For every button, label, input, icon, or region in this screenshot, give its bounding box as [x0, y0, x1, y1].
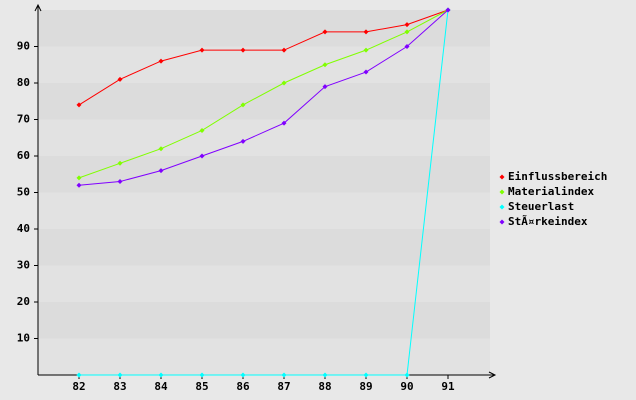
legend-marker — [499, 189, 505, 195]
grid-band — [38, 119, 490, 156]
x-tick-label: 86 — [236, 380, 250, 393]
x-tick-label: 89 — [359, 380, 372, 393]
data-point — [281, 120, 287, 126]
y-tick-label: 30 — [17, 259, 30, 272]
data-point — [199, 47, 205, 53]
series-line — [78, 9, 449, 106]
x-tick-label: 90 — [400, 380, 413, 393]
y-tick-label: 20 — [17, 295, 30, 308]
legend-label: Einflussbereich — [508, 170, 607, 183]
data-point — [363, 372, 369, 378]
x-tick-label: 82 — [72, 380, 85, 393]
y-tick-label: 90 — [17, 40, 30, 53]
grid-band — [38, 229, 490, 266]
data-point — [322, 84, 328, 90]
data-point — [322, 62, 328, 68]
x-tick-label: 88 — [318, 380, 331, 393]
y-tick-label: 10 — [17, 332, 30, 345]
legend-label: Steuerlast — [508, 200, 574, 213]
y-tick-label: 60 — [17, 149, 30, 162]
data-point — [199, 153, 205, 159]
data-point — [117, 160, 123, 166]
data-point — [76, 102, 82, 108]
data-point — [404, 22, 410, 28]
data-point — [158, 168, 164, 174]
data-point — [404, 372, 410, 378]
x-tick-label: 85 — [195, 380, 208, 393]
data-point — [158, 372, 164, 378]
y-tick-label: 50 — [17, 186, 30, 199]
data-point — [322, 29, 328, 35]
data-point — [76, 175, 82, 181]
grid-band — [38, 156, 490, 193]
data-point — [117, 372, 123, 378]
x-tick-label: 91 — [441, 380, 455, 393]
series-line — [78, 9, 449, 179]
data-point — [363, 47, 369, 53]
legend-label: Materialindex — [508, 185, 594, 198]
data-point — [199, 372, 205, 378]
grid-band — [38, 192, 490, 229]
data-point — [363, 29, 369, 35]
series-line — [79, 9, 449, 376]
y-tick-label: 80 — [17, 76, 30, 89]
data-point — [158, 58, 164, 64]
data-point — [158, 146, 164, 152]
legend-marker — [499, 219, 505, 225]
data-point — [76, 372, 82, 378]
data-point — [445, 7, 451, 13]
x-tick-label: 83 — [113, 380, 126, 393]
data-point — [281, 372, 287, 378]
data-point — [117, 179, 123, 185]
legend-marker — [499, 204, 505, 210]
data-point — [240, 138, 246, 144]
series-line — [78, 9, 449, 186]
data-point — [281, 80, 287, 86]
data-point — [240, 47, 246, 53]
grid-band — [38, 265, 490, 302]
data-point — [117, 76, 123, 82]
y-tick-label: 70 — [17, 113, 30, 126]
grid-band — [38, 302, 490, 339]
grid-band — [38, 338, 490, 375]
legend-marker — [499, 174, 505, 180]
data-point — [404, 44, 410, 49]
data-point — [76, 182, 82, 188]
x-tick-label: 84 — [154, 380, 168, 393]
y-axis-arrow — [34, 3, 42, 12]
data-point — [404, 29, 410, 35]
data-point — [240, 372, 246, 378]
x-tick-label: 87 — [277, 380, 290, 393]
y-tick-label: 40 — [17, 222, 30, 235]
data-point — [240, 102, 246, 108]
grid-band — [38, 46, 490, 83]
grid-band — [38, 83, 490, 120]
data-point — [363, 69, 369, 75]
data-point — [199, 127, 205, 133]
grid-band — [38, 10, 490, 47]
x-axis-arrow — [488, 371, 497, 379]
legend-label: StÃ¤rkeindex — [508, 215, 588, 228]
data-point — [281, 47, 287, 53]
data-point — [322, 372, 328, 378]
